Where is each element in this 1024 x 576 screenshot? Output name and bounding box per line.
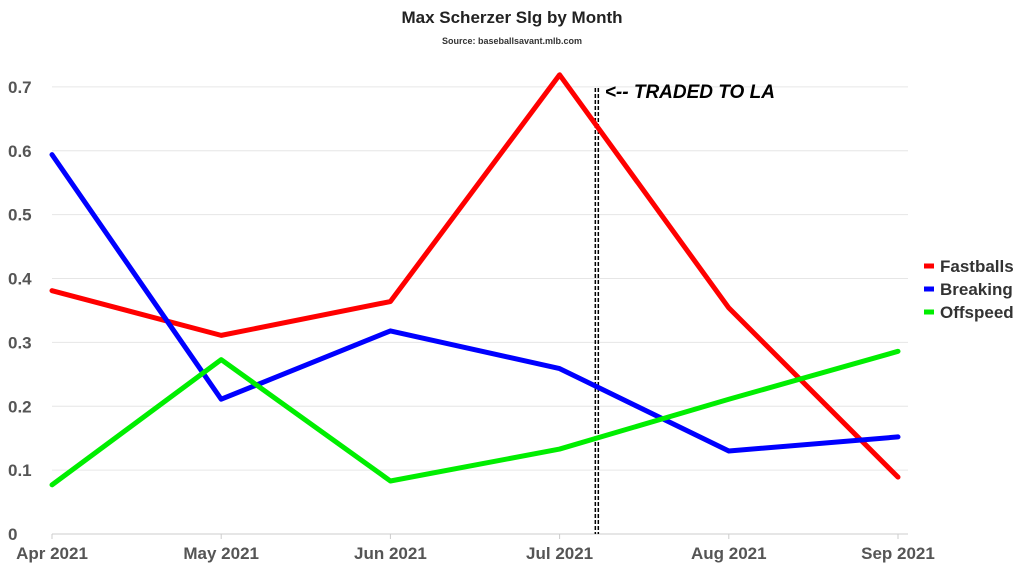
y-tick-label: 0.2 [8, 397, 32, 416]
x-tick-label: Apr 2021 [16, 544, 88, 563]
chart-title: Max Scherzer Slg by Month [401, 8, 622, 27]
trade-annotation: <-- TRADED TO LA [594, 82, 775, 534]
y-tick-label: 0.7 [8, 78, 32, 97]
legend: Fastballs Breaking Offspeed [924, 257, 1014, 322]
series-line-offspeed [49, 348, 901, 488]
x-tick-label: Jun 2021 [354, 544, 427, 563]
y-tick-label: 0 [8, 525, 17, 544]
series-lines [49, 72, 901, 488]
y-tick-label: 0.3 [8, 333, 32, 352]
trade-annotation-label: <-- TRADED TO LA [605, 82, 775, 103]
legend-entry: Fastballs [940, 257, 1014, 276]
chart-subtitle: Source: baseballsavant.mlb.com [442, 36, 582, 46]
x-axis-ticks: Apr 2021 May 2021 Jun 2021 Jul 2021 Aug 2021… [16, 534, 935, 563]
x-tick-label: Jul 2021 [526, 544, 593, 563]
y-tick-label: 0.1 [8, 461, 32, 480]
y-axis-ticks: 0 0.1 0.2 0.3 0.4 0.5 0.6 0.7 [8, 78, 32, 544]
legend-entry: Breaking [940, 280, 1013, 299]
x-tick-label: Aug 2021 [691, 544, 767, 563]
x-tick-label: May 2021 [183, 544, 259, 563]
legend-entry: Offspeed [940, 303, 1014, 322]
y-tick-label: 0.6 [8, 142, 32, 161]
series-line-breaking [49, 152, 901, 454]
x-tick-label: Sep 2021 [861, 544, 935, 563]
y-tick-label: 0.5 [8, 206, 32, 225]
y-tick-label: 0.4 [8, 270, 32, 289]
series-line-fastballs [49, 72, 901, 480]
gridlines [52, 86, 908, 535]
